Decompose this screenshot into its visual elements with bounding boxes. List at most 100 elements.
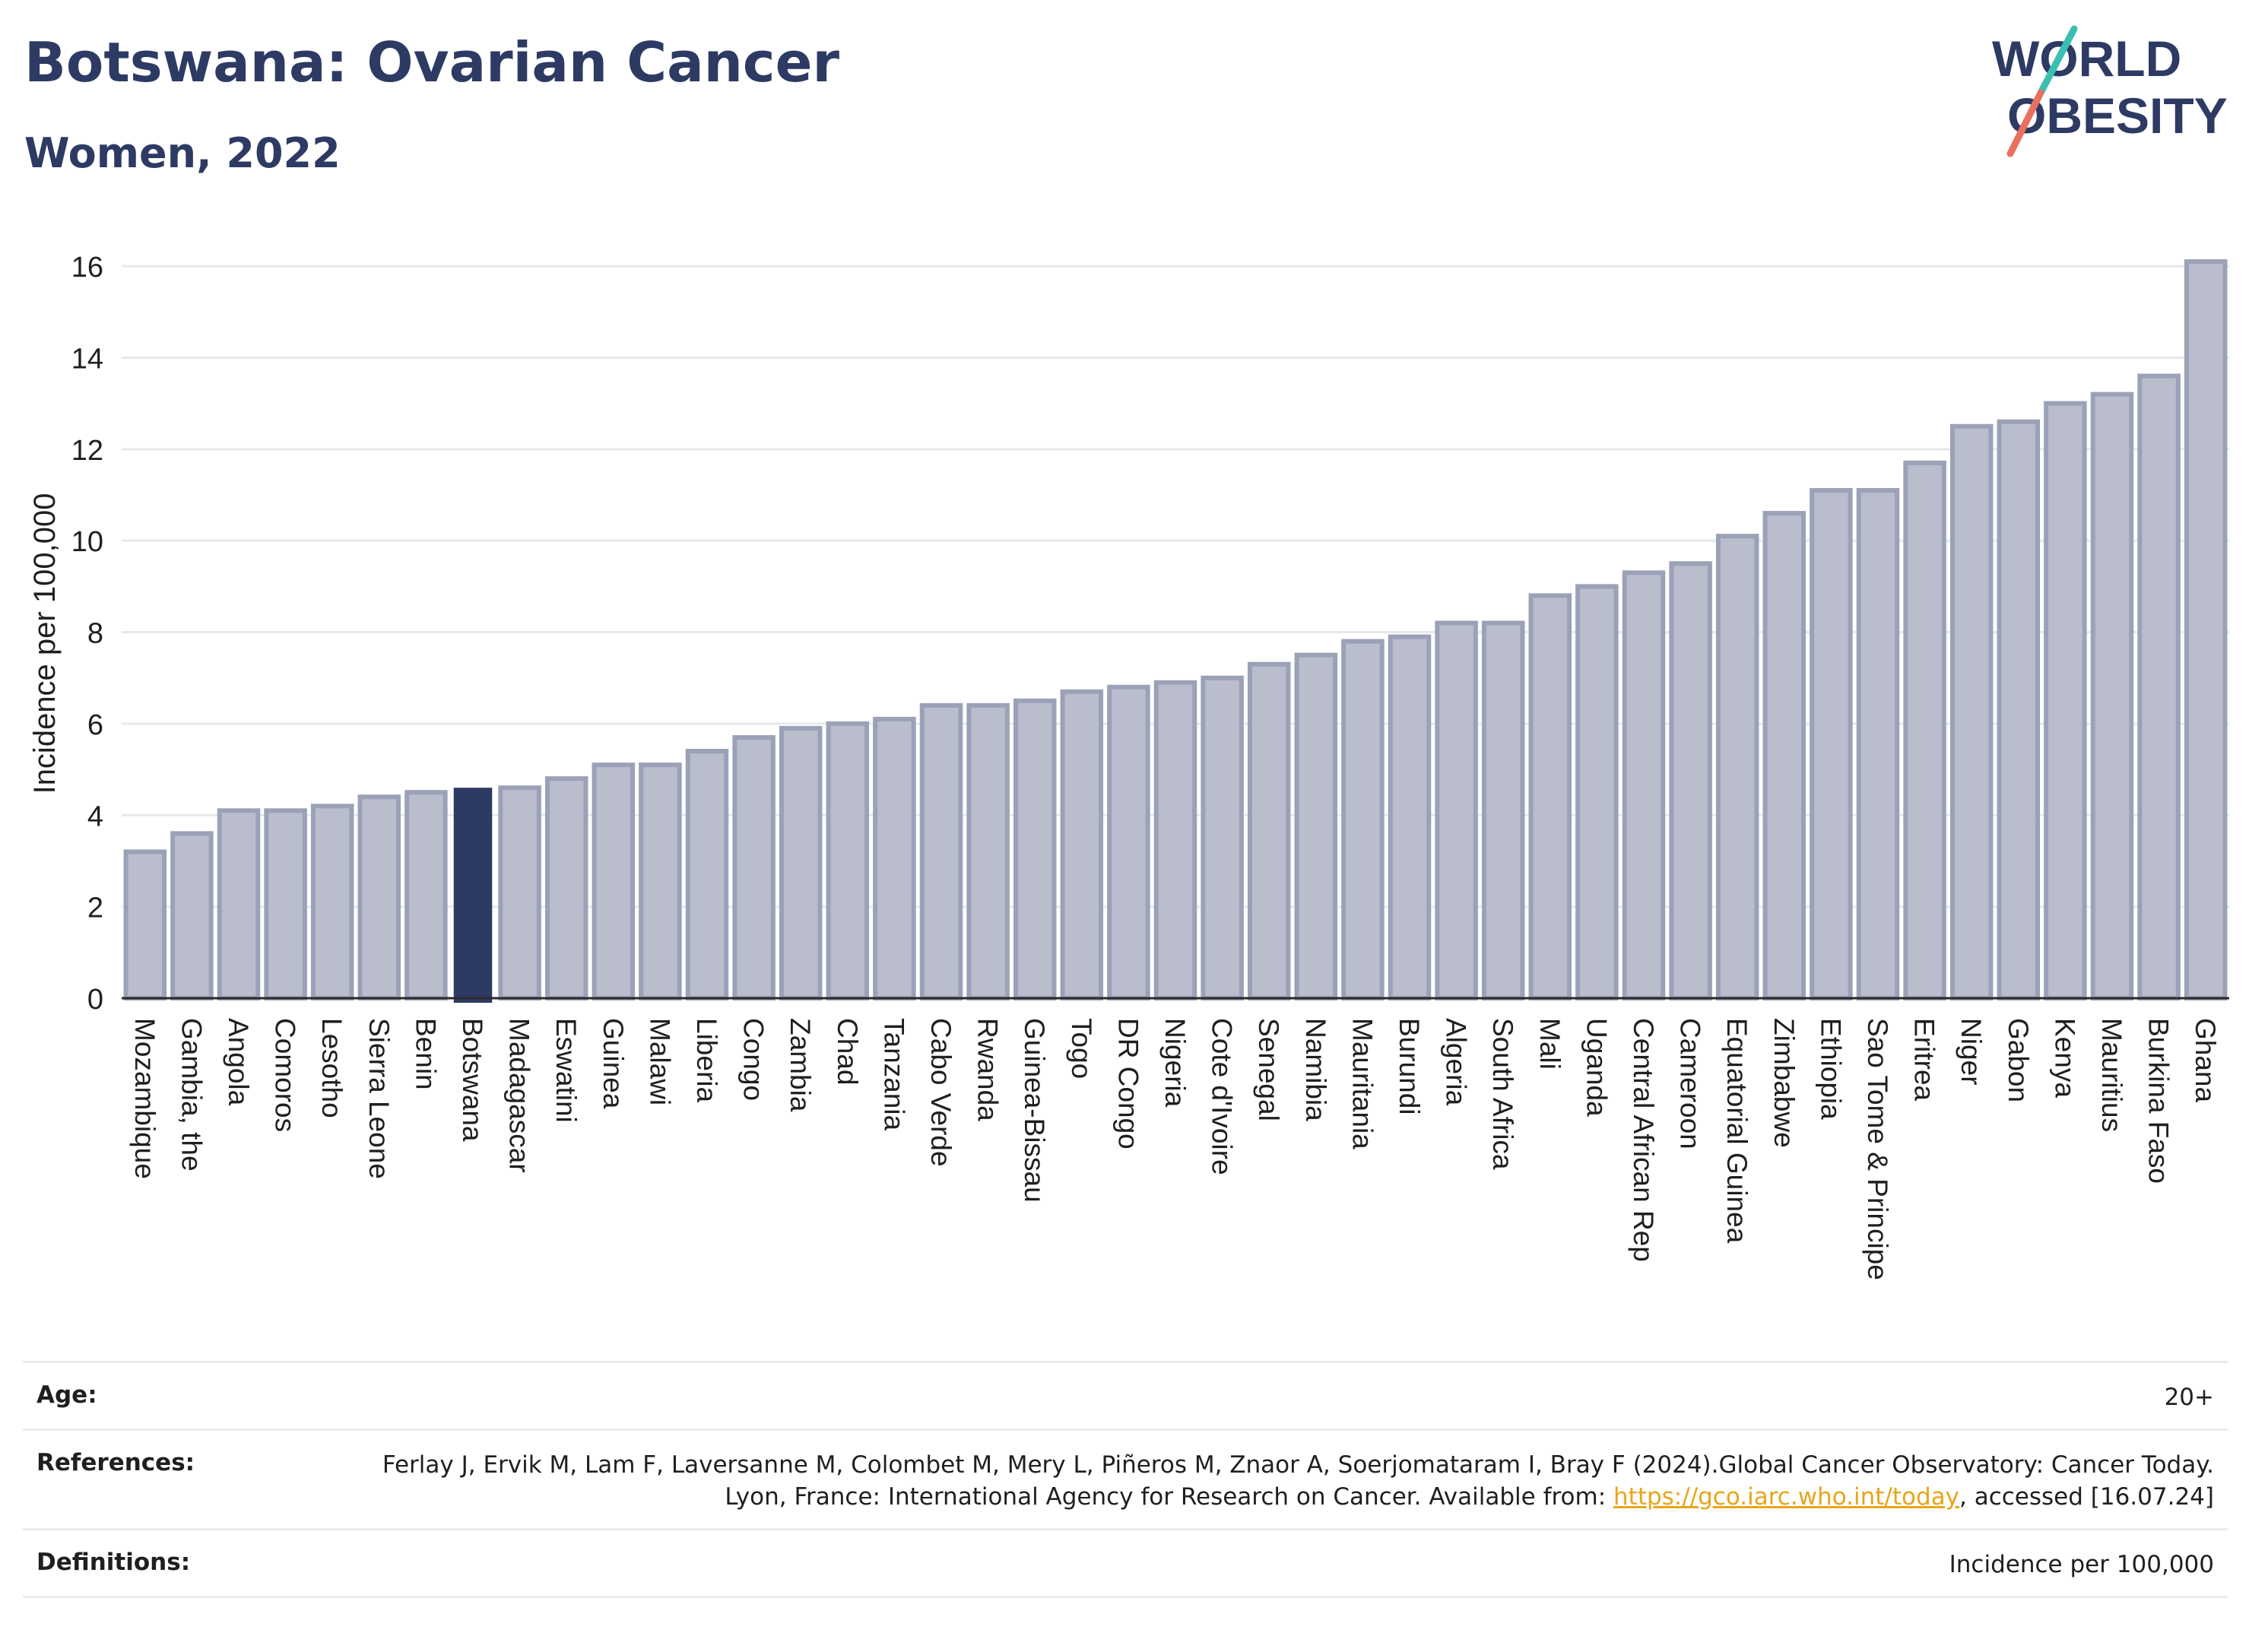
world-obesity-logo: WORLD OBESITY xyxy=(1992,25,2228,157)
bar-central-african-rep xyxy=(1622,570,1666,1000)
bar-eritrea xyxy=(1903,460,1946,1000)
age-label: Age: xyxy=(36,1381,97,1409)
chart-bars xyxy=(123,259,2228,1003)
logo-line2: OBESITY xyxy=(2007,87,2228,144)
x-tick-label: Cote d'Ivoire xyxy=(1207,1018,1238,1175)
bar-mali xyxy=(1528,593,1572,1000)
bar-madagascar xyxy=(498,785,541,1000)
x-tick-label: Angola xyxy=(223,1018,254,1106)
x-tick-label: Malawi xyxy=(644,1018,675,1105)
x-tick-label: Burundi xyxy=(1394,1018,1425,1115)
age-value: 20+ xyxy=(2164,1384,2214,1411)
x-tick-label: Comoros xyxy=(270,1018,301,1132)
bar-nigeria xyxy=(1153,680,1197,1001)
bar-angola xyxy=(217,808,261,1000)
bar-botswana xyxy=(453,788,493,1003)
bar-guinea-bissau xyxy=(1013,698,1057,1000)
x-tick-label: DR Congo xyxy=(1112,1018,1144,1149)
bar-chad xyxy=(826,721,870,1001)
bar-senegal xyxy=(1247,661,1291,1000)
definitions-value: Incidence per 100,000 xyxy=(1949,1551,2214,1578)
x-tick-label: Sierra Leone xyxy=(363,1018,395,1179)
bar-malawi xyxy=(639,763,682,1001)
y-tick-label: 16 xyxy=(71,252,103,284)
x-tick-label: Kenya xyxy=(2049,1018,2080,1098)
bar-kenya xyxy=(2044,401,2087,1001)
y-tick-label: 0 xyxy=(87,984,103,1016)
bar-gambia-the xyxy=(170,831,214,1000)
x-tick-label: Sao Tome & Principe xyxy=(1862,1018,1893,1280)
y-tick-label: 12 xyxy=(71,435,103,467)
x-tick-label: Niger xyxy=(1956,1018,1987,1085)
bar-niger xyxy=(1949,423,1994,1000)
page-title: Botswana: Ovarian Cancer xyxy=(24,30,839,94)
x-tick-label: Ghana xyxy=(2190,1018,2221,1103)
bar-sierra-leone xyxy=(357,794,401,1000)
y-axis-ticks: 0 2 4 6 8 10 12 14 16 xyxy=(71,252,103,1016)
references-label: References: xyxy=(36,1449,195,1476)
bar-ethiopia xyxy=(1810,487,1853,1000)
y-tick-label: 14 xyxy=(71,343,103,375)
x-tick-label: South Africa xyxy=(1487,1018,1518,1170)
bar-eswatini xyxy=(544,776,588,1000)
x-tick-label: Lesotho xyxy=(316,1018,347,1118)
x-tick-label: Uganda xyxy=(1581,1018,1612,1117)
x-tick-label: Zambia xyxy=(785,1018,816,1112)
bar-cameroon xyxy=(1669,561,1712,1001)
x-tick-label: Chad xyxy=(832,1018,863,1085)
x-tick-label: Mali xyxy=(1534,1018,1565,1070)
bar-uganda xyxy=(1575,584,1619,1000)
bar-algeria xyxy=(1435,620,1478,1000)
x-tick-label: Nigeria xyxy=(1159,1018,1191,1108)
bar-togo xyxy=(1060,689,1104,1000)
y-tick-label: 6 xyxy=(87,709,103,741)
x-tick-label: Benin xyxy=(410,1018,441,1090)
x-tick-label: Madagascar xyxy=(504,1018,535,1173)
x-tick-label: Ethiopia xyxy=(1815,1018,1846,1120)
x-tick-label: Eritrea xyxy=(1909,1018,1940,1101)
bar-cote-d-ivoire xyxy=(1201,675,1244,1001)
bar-mauritius xyxy=(2090,392,2134,1001)
age-row: Age: 20+ xyxy=(23,1361,2228,1428)
chart-footer: Age: 20+ References: Ferlay J, Ervik M, … xyxy=(23,1361,2228,1598)
x-tick-label: Cabo Verde xyxy=(925,1018,956,1166)
x-tick-label: Mauritius xyxy=(2096,1018,2127,1132)
bar-chart: 0 2 4 6 8 10 12 14 16 Mozambique Gambia, the Angol… xyxy=(28,252,2229,1280)
bar-benin xyxy=(404,790,448,1000)
bar-ghana xyxy=(2184,259,2228,1000)
x-tick-label: Cameroon xyxy=(1675,1018,1706,1149)
bar-sao-tome-principe xyxy=(1856,487,1900,1000)
x-tick-label: Gabon xyxy=(2003,1018,2034,1102)
x-tick-label: Tanzania xyxy=(878,1018,909,1131)
x-tick-label: Namibia xyxy=(1300,1018,1331,1121)
page-subtitle: Women, 2022 xyxy=(24,129,341,177)
y-tick-label: 8 xyxy=(87,618,103,650)
x-tick-label: Togo xyxy=(1066,1018,1097,1079)
bar-mozambique xyxy=(123,849,167,1000)
x-tick-label: Mozambique xyxy=(129,1018,160,1179)
x-tick-label: Botswana xyxy=(457,1018,488,1142)
x-tick-label: Algeria xyxy=(1441,1018,1472,1106)
bar-liberia xyxy=(685,749,729,1000)
x-tick-label: Central African Rep xyxy=(1628,1018,1659,1262)
x-tick-label: Congo xyxy=(738,1018,769,1101)
x-tick-label: Mauritania xyxy=(1347,1018,1378,1149)
bar-zimbabwe xyxy=(1762,511,1806,1000)
y-tick-label: 4 xyxy=(87,801,103,832)
x-tick-label: Equatorial Guinea xyxy=(1721,1018,1753,1244)
x-tick-label: Eswatini xyxy=(550,1018,582,1123)
definitions-row: Definitions: Incidence per 100,000 xyxy=(23,1528,2228,1598)
bar-gabon xyxy=(1997,419,2041,1000)
bar-zambia xyxy=(779,725,823,1000)
bar-congo xyxy=(732,734,776,1000)
y-tick-label: 10 xyxy=(71,526,103,558)
logo-slash-top xyxy=(2037,25,2078,97)
x-axis-ticks: Mozambique Gambia, the Angola Comoros Lesoth… xyxy=(129,1018,2221,1280)
x-tick-label: Guinea-Bissau xyxy=(1019,1018,1050,1203)
bar-namibia xyxy=(1294,652,1338,1000)
x-tick-label: Guinea xyxy=(598,1018,629,1109)
bar-burundi xyxy=(1388,634,1432,1001)
bar-lesotho xyxy=(310,804,354,1001)
references-text: Ferlay J, Ervik M, Lam F, Laversanne M, … xyxy=(382,1451,2214,1511)
references-link[interactable]: https://gco.iarc.who.int/today xyxy=(1613,1483,1959,1511)
